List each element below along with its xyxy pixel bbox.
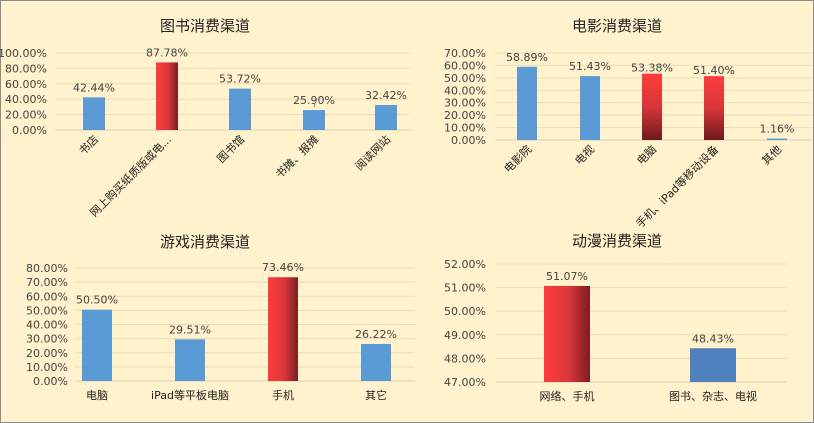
y-tick-label: 30.00% [26,333,68,346]
y-tick-label: 30.00% [444,97,486,110]
y-tick-label: 50.00% [26,304,68,317]
chart-title: 游戏消费渠道 [160,233,250,251]
data-label: 51.43% [569,60,611,73]
y-tick-label: 52.00% [444,258,486,271]
data-label: 51.07% [546,270,588,283]
category-label: 电脑 [86,389,108,402]
category-label: 网上购买纸质版或电... [87,132,174,219]
data-label: 26.22% [355,328,397,341]
y-tick-label: 10.00% [26,361,68,374]
y-tick-label: 47.00% [444,376,486,389]
y-tick-label: 49.00% [444,329,486,342]
bar [642,73,662,140]
y-tick-label: 50.00% [444,305,486,318]
chart-4: 动漫消费渠道 47.00% 48.00% 49.00% 50.00% 51.00% 52.0… [444,232,787,403]
data-label: 32.42% [365,89,407,102]
bar [83,97,105,130]
category-label: 电脑 [634,143,659,168]
data-label: 42.44% [73,81,115,94]
y-tick-label: 0.00% [12,124,47,137]
bar [375,105,397,130]
category-label: 电影院 [501,142,534,175]
bar [303,110,325,130]
bar [268,277,298,381]
category-label: 图书馆 [214,132,247,165]
y-tick-label: 20.00% [26,347,68,360]
y-tick-label: 70.00% [26,276,68,289]
bar [580,76,600,140]
bar [704,76,724,140]
category-label: 其它 [365,388,387,402]
chart-3: 游戏消费渠道 0.00%10.00%20.00%30.00%40.00% 50.00… [26,233,415,402]
bar [175,339,205,381]
data-label: 58.89% [506,51,548,64]
y-tick-label: 10.00% [444,122,486,135]
category-label: 图书、杂志、电视 [669,389,757,403]
y-tick-label: 70.00% [444,47,486,60]
y-tick-label: 40.00% [444,84,486,97]
data-label: 25.90% [293,94,335,107]
y-tick-label: 51.00% [444,282,486,295]
chart-2: 电影消费渠道 0.00%10.00%20.00%30.00%40.00%50.00… [444,17,812,231]
chart-title: 图书消费渠道 [160,17,250,35]
category-label: 其他 [759,143,784,168]
data-label: 50.50% [76,294,118,307]
y-tick-label: 60.00% [26,290,68,303]
bar [229,88,251,130]
data-label: 73.46% [262,261,304,274]
y-tick-label: 100.00% [0,47,47,60]
y-tick-label: 60.00% [444,59,486,72]
y-tick-label: 80.00% [26,262,68,275]
bar [690,348,736,382]
data-label: 51.40% [693,64,735,77]
leader-line [313,100,317,108]
chart-title: 电影消费渠道 [572,17,662,35]
data-label: 48.43% [692,332,734,345]
data-label: 1.16% [760,123,795,136]
category-label: 阅读网站 [352,132,393,173]
y-tick-label: 80.00% [5,62,47,75]
bar [517,66,537,140]
y-tick-label: 20.00% [5,109,47,122]
y-tick-label: 0.00% [451,134,486,147]
bar [156,62,178,130]
bar [544,285,590,382]
y-tick-label: 48.00% [444,352,486,365]
category-label: 电视 [572,142,597,167]
category-label: iPad等平板电脑 [151,388,229,402]
category-label: 书店 [76,132,101,157]
bar [82,309,112,381]
chart-1: 图书消费渠道 0.00% 20.00% 40.00% 60.00% 80.00% 100.0… [0,17,410,220]
data-label: 29.51% [169,323,211,336]
category-label: 网络、手机 [540,389,595,403]
bar [361,343,391,381]
y-tick-label: 60.00% [5,78,47,91]
data-label: 87.78% [146,46,188,59]
y-tick-label: 20.00% [444,109,486,122]
data-label: 53.72% [219,73,261,86]
y-tick-label: 50.00% [444,72,486,85]
category-label: 书摊、报摊 [272,132,321,181]
chart-title: 动漫消费渠道 [572,232,662,250]
y-tick-label: 40.00% [26,319,68,332]
y-tick-label: 0.00% [33,375,68,388]
bar [767,138,787,141]
data-label: 53.38% [631,62,673,75]
category-label: 手机 [272,388,294,402]
y-tick-label: 40.00% [5,93,47,106]
